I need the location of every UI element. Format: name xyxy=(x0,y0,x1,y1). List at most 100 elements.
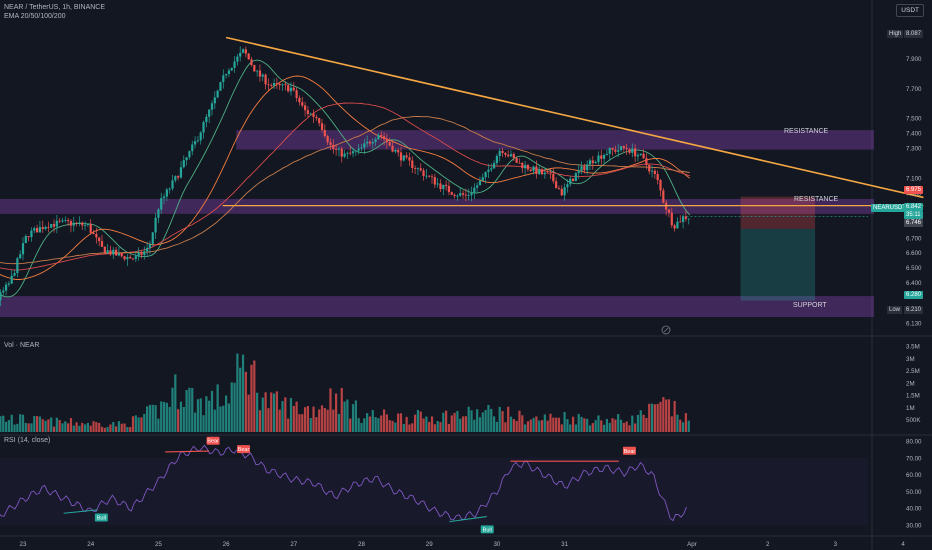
resistance-upper-label: RESISTANCE xyxy=(784,128,829,135)
volume-bar xyxy=(580,416,583,432)
volume-bar xyxy=(667,399,671,432)
time-axis-label: 4 xyxy=(901,541,905,548)
candle-body xyxy=(202,122,205,133)
candle-body xyxy=(199,132,202,141)
volume-bar xyxy=(665,399,668,432)
indicator-legend[interactable]: EMA 20/50/100/200 xyxy=(4,13,66,20)
candle-body xyxy=(92,232,95,234)
volume-bar xyxy=(148,404,152,432)
candle-body xyxy=(165,189,168,197)
ema-100-line xyxy=(0,102,690,271)
volume-bar xyxy=(670,416,673,432)
candle-body xyxy=(83,224,87,226)
volume-bar xyxy=(436,421,439,432)
volume-bar xyxy=(422,418,425,432)
volume-bar xyxy=(397,413,400,432)
candle-body xyxy=(154,217,157,233)
symbol-title[interactable]: NEAR / TetherUS, 1h, BINANCE xyxy=(4,4,106,11)
candle-body xyxy=(490,168,493,170)
price-axis-label: 7.500 xyxy=(906,116,922,123)
volume-axis-label: 2.5M xyxy=(906,368,920,375)
volume-bar xyxy=(399,413,403,432)
zone-0 xyxy=(236,130,874,150)
volume-bar xyxy=(264,392,267,432)
candle-body xyxy=(61,220,64,222)
volume-pane-title[interactable]: Vol · NEAR xyxy=(4,342,40,349)
replay-icon xyxy=(661,325,671,335)
volume-bar xyxy=(250,364,253,432)
candle-body xyxy=(312,113,315,117)
candle-body xyxy=(515,158,518,163)
volume-bar xyxy=(442,412,445,432)
candle-body xyxy=(33,228,36,231)
candle-body xyxy=(509,154,513,157)
rsi-pane-title[interactable]: RSI (14, close) xyxy=(4,437,51,444)
candle-body xyxy=(120,253,123,257)
candle-body xyxy=(86,223,89,225)
candle-body xyxy=(208,109,211,117)
volume-bar xyxy=(216,384,219,432)
volume-bar xyxy=(425,416,428,432)
candle-body xyxy=(605,153,609,155)
volume-bar xyxy=(109,424,112,432)
candle-body xyxy=(501,150,504,153)
candle-body xyxy=(366,141,369,144)
candle-body xyxy=(628,149,631,153)
currency-button[interactable]: USDT xyxy=(896,4,924,17)
price-axis-label: 6.130 xyxy=(906,321,922,328)
candle-body xyxy=(351,151,355,154)
volume-bar xyxy=(391,420,394,432)
candle-body xyxy=(532,166,535,172)
candle-body xyxy=(526,164,530,170)
volume-bar xyxy=(326,409,329,432)
candle-body xyxy=(340,148,343,157)
rsi-line xyxy=(0,444,687,522)
candle-body xyxy=(241,49,245,53)
volume-bar xyxy=(405,416,408,432)
ema-200-line xyxy=(0,115,690,265)
candle-body xyxy=(196,140,199,142)
volume-bar xyxy=(329,388,332,432)
rsi-signal-text: Bull xyxy=(483,527,492,533)
candle-body xyxy=(385,139,388,143)
candle-body xyxy=(38,227,42,233)
candle-body xyxy=(157,209,160,218)
candle-body xyxy=(397,149,400,153)
descending-trendline xyxy=(225,36,924,199)
volume-bar xyxy=(622,422,625,432)
zone-1 xyxy=(0,198,874,214)
volume-bar xyxy=(86,422,89,432)
candle-body xyxy=(315,116,318,119)
candle-body xyxy=(16,258,19,274)
time-axis-label: 25 xyxy=(155,541,162,548)
candle-body xyxy=(498,150,501,157)
candle-body xyxy=(667,209,671,213)
volume-bar xyxy=(628,425,631,432)
volume-axis-label: 1M xyxy=(906,405,915,412)
rsi-axis-label: 30.00 xyxy=(906,523,922,530)
candle-body xyxy=(512,154,515,159)
candle-body xyxy=(98,237,101,242)
volume-bar xyxy=(16,423,19,432)
volume-bar xyxy=(681,422,685,432)
volume-bar xyxy=(160,401,163,432)
candle-body xyxy=(433,177,436,185)
candle-body xyxy=(681,216,685,223)
candle-body xyxy=(174,176,177,181)
volume-bar xyxy=(272,393,276,432)
target-bottom-tag: 6.280 xyxy=(904,291,924,299)
candle-body xyxy=(492,163,496,169)
volume-axis-label: 2M xyxy=(906,380,915,387)
volume-bar xyxy=(253,360,256,432)
candle-body xyxy=(507,154,510,157)
volume-bar xyxy=(78,425,81,432)
volume-bar xyxy=(126,427,129,432)
volume-bar xyxy=(30,423,33,432)
candle-body xyxy=(256,70,259,72)
high-label: High xyxy=(887,30,904,38)
low-value: 6.210 xyxy=(904,306,924,314)
candle-body xyxy=(335,149,338,150)
volume-bar xyxy=(546,420,549,432)
price-axis-label: 7.100 xyxy=(906,175,922,182)
